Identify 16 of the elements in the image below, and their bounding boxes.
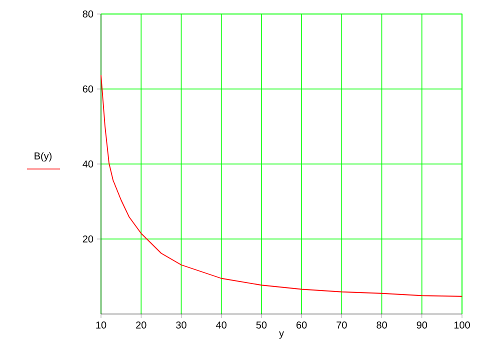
y-tick-label: 60 — [82, 85, 94, 93]
x-tick-label: 80 — [376, 322, 387, 329]
x-tick-label: 30 — [176, 322, 186, 329]
y-tick-label: 80 — [82, 10, 94, 18]
x-tick-label: 50 — [256, 322, 267, 329]
y-tick-label: 20 — [82, 235, 94, 243]
x-tick-label: 70 — [336, 322, 347, 329]
y-tick-label: 40 — [82, 160, 94, 168]
x-tick-label: 100 — [454, 322, 470, 329]
x-tick-label: 90 — [416, 322, 428, 329]
x-tick-label: 40 — [216, 322, 226, 329]
x-axis-title: y — [279, 331, 284, 339]
x-tick-label: 60 — [296, 322, 307, 329]
x-tick-label: 10 — [96, 322, 106, 329]
x-tick-label: 20 — [136, 322, 146, 329]
y-axis-title: B(y) — [34, 152, 52, 162]
